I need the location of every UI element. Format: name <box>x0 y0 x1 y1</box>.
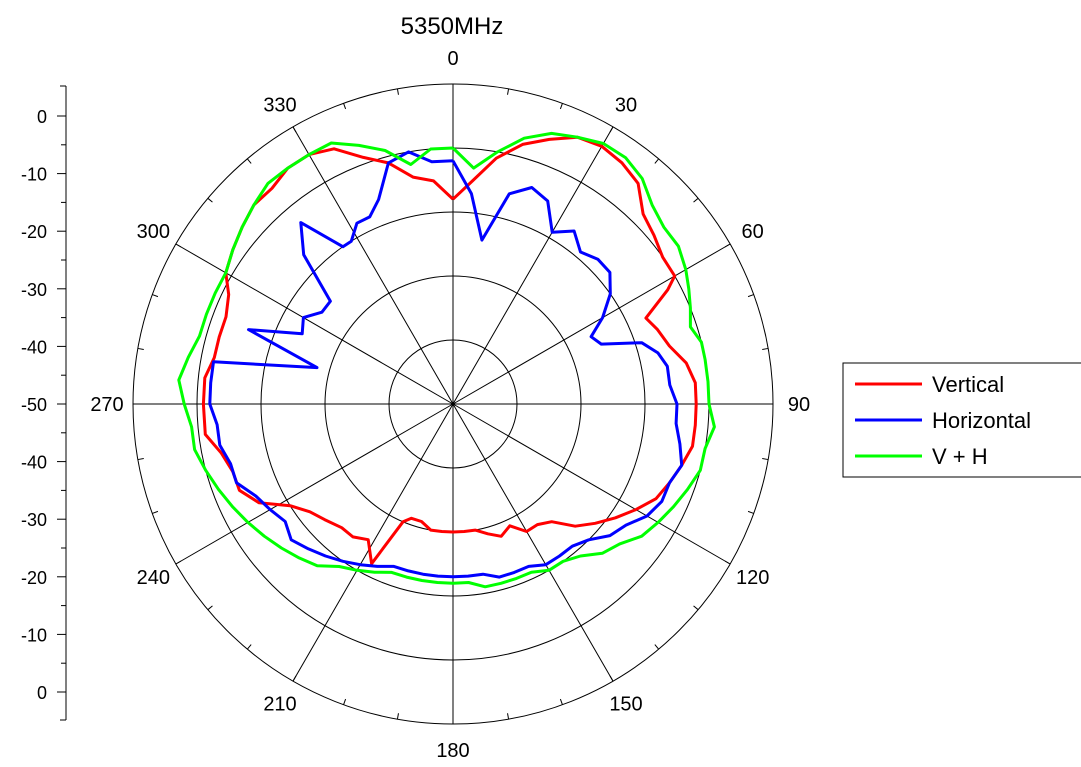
angle-minor-tick <box>747 510 754 514</box>
angle-minor-tick <box>175 243 182 248</box>
angle-tick-label: 60 <box>742 221 764 243</box>
angle-minor-tick <box>507 88 510 95</box>
angle-minor-tick <box>207 605 213 611</box>
angle-tick-label: 30 <box>615 94 637 116</box>
radial-tick-label: -30 <box>21 280 47 300</box>
legend-label: Vertical <box>932 372 1004 397</box>
angle-minor-tick <box>762 347 769 350</box>
angle-minor-tick <box>693 197 699 203</box>
spoke-240 <box>175 403 454 565</box>
angle-minor-tick <box>152 294 159 298</box>
radial-tick-label: -30 <box>21 510 47 530</box>
radial-axis: 0 -10 -20 -30 -40 -50 -40 -30 -20 -10 0 <box>21 85 67 721</box>
angle-minor-tick <box>246 644 252 650</box>
spoke-210 <box>292 403 454 682</box>
angle-tick-label: 240 <box>137 567 170 589</box>
angle-minor-tick <box>137 347 144 350</box>
angle-minor-tick <box>343 698 347 705</box>
series-line-horizontal <box>208 150 684 579</box>
angle-tick-label: 90 <box>788 394 810 416</box>
angle-minor-tick <box>152 510 159 514</box>
radial-tick-label: -50 <box>21 395 47 415</box>
series-layer <box>177 131 716 589</box>
angle-minor-tick <box>654 644 660 650</box>
angle-minor-ticks <box>133 84 773 724</box>
radial-tick-label: 0 <box>37 107 47 127</box>
spoke-30 <box>452 126 614 405</box>
chart-title: 5350MHz <box>401 13 504 40</box>
angle-minor-tick <box>292 675 297 682</box>
angle-minor-tick <box>747 294 754 298</box>
angle-tick-label: 300 <box>137 221 170 243</box>
angle-tick-label: 270 <box>90 394 123 416</box>
angle-minor-tick <box>343 103 347 110</box>
angle-tick-label: 150 <box>609 694 642 716</box>
angle-minor-tick <box>724 560 731 565</box>
angle-minor-tick <box>507 713 510 720</box>
radial-tick-label: -40 <box>21 337 47 357</box>
angle-tick-label: 330 <box>263 94 296 116</box>
angle-minor-tick <box>654 158 660 164</box>
angle-minor-tick <box>559 698 563 705</box>
spoke-120 <box>452 403 731 565</box>
radial-tick-label: -20 <box>21 568 47 588</box>
angle-minor-tick <box>762 458 769 461</box>
angle-minor-tick <box>137 458 144 461</box>
angle-tick-label: 0 <box>447 48 458 70</box>
angle-minor-tick <box>609 675 614 682</box>
radial-tick-label: -40 <box>21 453 47 473</box>
angle-tick-labels: 0 30 60 90 120 150 180 210 240 270 300 330 <box>90 48 810 762</box>
angle-tick-label: 210 <box>263 694 296 716</box>
angle-minor-tick <box>396 713 399 720</box>
radial-tick-label: -10 <box>21 165 47 185</box>
angle-minor-tick <box>559 103 563 110</box>
spoke-60 <box>452 243 731 405</box>
polar-spokes <box>133 84 773 724</box>
series-line-v-h <box>177 131 716 589</box>
angle-minor-tick <box>292 126 297 133</box>
angle-minor-tick <box>609 126 614 133</box>
angle-minor-tick <box>246 158 252 164</box>
spoke-150 <box>452 403 614 682</box>
legend-label: V + H <box>932 444 988 469</box>
legend: Vertical Horizontal V + H <box>842 362 1081 478</box>
angle-minor-tick <box>396 88 399 95</box>
angle-minor-tick <box>207 197 213 203</box>
angle-tick-label: 120 <box>736 567 769 589</box>
radial-tick-label: -20 <box>21 222 47 242</box>
legend-label: Horizontal <box>932 408 1031 433</box>
angle-minor-tick <box>693 605 699 611</box>
series-line-vertical <box>201 135 698 566</box>
angle-minor-tick <box>724 243 731 248</box>
radial-tick-label: -10 <box>21 625 47 645</box>
angle-minor-tick <box>175 560 182 565</box>
radial-tick-label: 0 <box>37 683 47 703</box>
spoke-300 <box>175 243 454 405</box>
spoke-330 <box>292 126 454 405</box>
angle-tick-label: 180 <box>436 740 469 762</box>
